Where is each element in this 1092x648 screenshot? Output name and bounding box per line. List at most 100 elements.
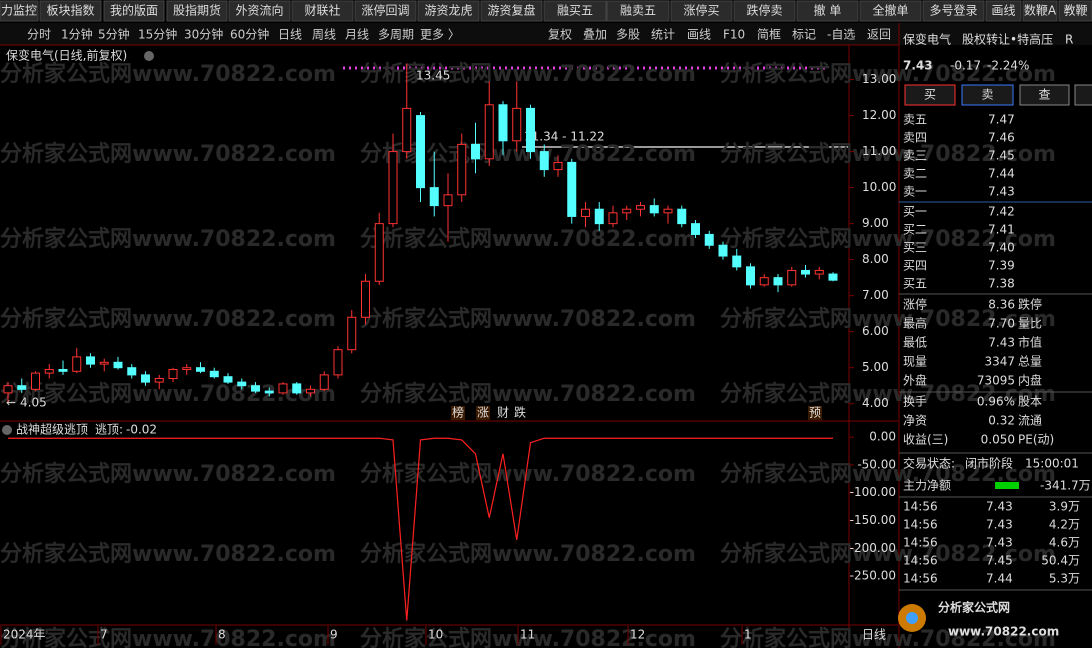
y-tick-label: 6.00 xyxy=(862,324,889,338)
book-label: 卖二 xyxy=(903,167,927,181)
watermark: 分析家公式网www.70822.com xyxy=(720,626,1056,648)
indicator-label: 逃顶: xyxy=(95,423,123,437)
stat-label: 最高 xyxy=(903,316,927,331)
period-tab[interactable]: 5分钟 xyxy=(98,27,130,42)
toolbar-button[interactable] xyxy=(166,0,228,22)
toolbar-button[interactable] xyxy=(0,0,39,22)
stat-label: PE(动) xyxy=(1018,433,1054,447)
stat-value: 0.050 xyxy=(981,433,1015,447)
x-tick-label: 12 xyxy=(630,628,645,642)
book-price: 7.46 xyxy=(988,131,1015,145)
toolbar-label: 游资复盘 xyxy=(487,3,535,18)
candle-body xyxy=(801,269,810,275)
candle-body xyxy=(512,107,522,142)
period-tab[interactable]: 15分钟 xyxy=(138,27,177,42)
trade-time: 14:56 xyxy=(903,572,938,586)
trade-button[interactable] xyxy=(961,84,1014,106)
trade-button[interactable] xyxy=(1074,84,1092,106)
tool-button[interactable]: 叠加 xyxy=(583,28,607,42)
trade-button[interactable] xyxy=(1019,84,1070,106)
menu-icon[interactable] xyxy=(144,51,154,61)
menu-icon[interactable] xyxy=(2,425,12,435)
toolbar-button[interactable] xyxy=(985,0,1022,22)
logo-url: www.70822.com xyxy=(948,625,1059,639)
tool-button[interactable]: F10 xyxy=(723,28,745,42)
trade-button[interactable] xyxy=(904,84,956,106)
period-tab[interactable]: 周线 xyxy=(312,28,336,42)
watermark: 分析家公式网www.70822.com xyxy=(0,141,336,167)
y-tick-label: 13.00 xyxy=(862,72,896,86)
toolbar-button[interactable] xyxy=(39,0,102,22)
candle-body xyxy=(72,356,82,372)
x-tick-label: 9 xyxy=(330,628,338,642)
candle-body xyxy=(787,269,797,286)
y-tick-label: -100.00 xyxy=(850,485,896,499)
y-tick-label: 9.00 xyxy=(862,216,889,230)
trade-volume: 50.4万 xyxy=(1041,554,1080,568)
tool-button[interactable]: 标记 xyxy=(792,28,816,42)
watermark: 分析家公式网www.70822.com xyxy=(0,541,336,567)
toolbar-button[interactable] xyxy=(1058,0,1092,22)
period-tab[interactable]: 1分钟 xyxy=(61,27,93,42)
tool-button[interactable]: 画线 xyxy=(687,28,711,42)
toolbar-button[interactable] xyxy=(543,0,607,22)
toolbar-button[interactable] xyxy=(1022,0,1058,22)
period-tab[interactable]: 月线 xyxy=(345,28,369,42)
candle-body xyxy=(677,208,687,225)
trade-volume: 4.6万 xyxy=(1049,536,1080,550)
event-tag-label: 涨 xyxy=(477,405,489,420)
candle-body xyxy=(223,376,233,383)
period-tab[interactable]: 60分钟 xyxy=(230,27,269,42)
candle-body xyxy=(237,381,247,387)
toolbar-button[interactable] xyxy=(228,0,291,22)
stat-label: 外盘 xyxy=(903,373,927,388)
period-tab[interactable]: 日线 xyxy=(278,28,302,42)
toolbar-button[interactable] xyxy=(922,0,985,22)
tool-button[interactable]: -自选 xyxy=(827,28,855,42)
tool-button[interactable]: 复权 xyxy=(548,28,572,42)
candle-body xyxy=(457,143,467,196)
period-tab[interactable]: 更多 〉 xyxy=(420,28,460,42)
event-tag-label: 榜 xyxy=(452,405,464,420)
trade-price: 7.44 xyxy=(986,572,1013,586)
toolbar-button[interactable] xyxy=(733,0,796,22)
event-tag[interactable] xyxy=(808,406,822,420)
toolbar-button[interactable] xyxy=(480,0,543,22)
stat-value: 8.36 xyxy=(988,298,1015,312)
event-tag[interactable] xyxy=(476,406,490,420)
toolbar-button[interactable] xyxy=(670,0,733,22)
candle-body xyxy=(333,349,343,376)
period-tab[interactable]: 多周期 xyxy=(378,28,414,42)
book-price: 7.42 xyxy=(988,205,1015,219)
toolbar-button[interactable] xyxy=(606,0,670,22)
tool-button[interactable]: 简框 xyxy=(757,28,781,42)
event-tag[interactable] xyxy=(451,406,465,420)
stock-name: 保变电气 xyxy=(903,32,951,47)
tool-button[interactable]: 统计 xyxy=(651,28,675,42)
indicator-line xyxy=(8,437,833,621)
book-label: 买四 xyxy=(903,259,927,273)
toolbar-button[interactable] xyxy=(859,0,922,22)
book-price: 7.45 xyxy=(988,149,1015,163)
y-tick-label: -200.00 xyxy=(850,541,896,555)
toolbar-button[interactable] xyxy=(103,0,165,22)
candle-body xyxy=(319,374,329,390)
candle-body xyxy=(429,187,439,207)
toolbar-button[interactable] xyxy=(796,0,859,22)
watermark: 分析家公式网www.70822.com xyxy=(0,61,336,87)
toolbar-label: 撤 单 xyxy=(814,3,842,18)
candle-body xyxy=(141,374,150,383)
candle-body xyxy=(3,385,13,394)
book-price: 7.44 xyxy=(988,167,1015,181)
period-tab[interactable]: 30分钟 xyxy=(184,27,223,42)
toolbar-button[interactable] xyxy=(354,0,417,22)
toolbar-button[interactable] xyxy=(291,0,354,22)
stat-label: 跌停 xyxy=(1018,297,1042,312)
period-tab[interactable]: 分时 xyxy=(27,28,51,42)
tool-button[interactable]: 返回 xyxy=(867,28,891,42)
toolbar-button[interactable] xyxy=(417,0,480,22)
watermark: 分析家公式网www.70822.com xyxy=(360,381,696,407)
book-label: 买五 xyxy=(903,277,927,291)
tool-button[interactable]: 多股 xyxy=(616,28,640,42)
candle-body xyxy=(553,161,563,171)
